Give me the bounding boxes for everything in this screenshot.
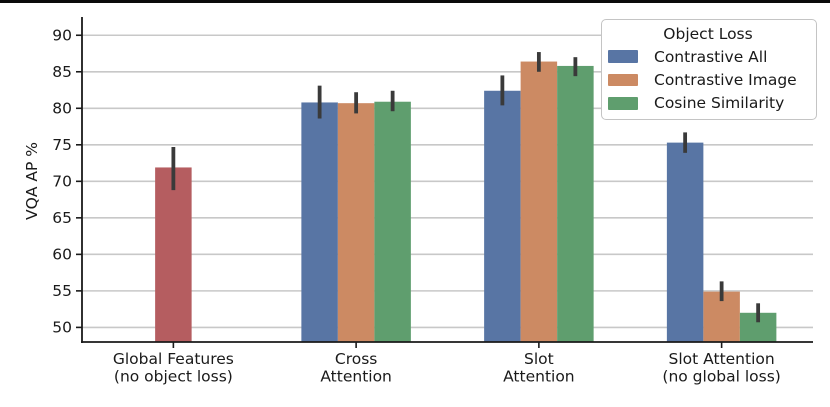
figure-top-rule — [0, 0, 830, 3]
bar-global-features-no-object-loss-cat0 — [155, 167, 192, 342]
y-tick-label-65: 65 — [52, 209, 72, 227]
bar-contrastive-all-cat1 — [301, 102, 338, 343]
y-tick-label-70: 70 — [52, 173, 72, 191]
legend: Object Loss Contrastive All Contrastive … — [601, 19, 817, 120]
legend-swatch-contrastive-image — [608, 73, 638, 87]
y-tick-label-75: 75 — [52, 136, 72, 154]
x-tick-label-slot-attention: Slot Attention — [503, 350, 575, 386]
bar-contrastive-image-cat2 — [520, 61, 558, 342]
y-tick-label-50: 50 — [52, 319, 72, 337]
y-tick-label-55: 55 — [52, 282, 72, 300]
x-tick-label-global-features-no-object-loss: Global Features (no object loss) — [113, 350, 234, 386]
legend-label-contrastive-image: Contrastive Image — [654, 71, 797, 90]
legend-item-cosine-similarity: Cosine Similarity — [608, 92, 808, 115]
legend-swatch-cosine-similarity — [608, 97, 638, 110]
x-tick-label-cross-attention: Cross Attention — [320, 350, 392, 386]
y-tick-label-85: 85 — [52, 63, 72, 81]
legend-label-cosine-similarity: Cosine Similarity — [654, 94, 785, 113]
x-tick-label-slot-attention-no-global-loss: Slot Attention (no global loss) — [662, 350, 780, 386]
y-tick-label-60: 60 — [52, 246, 72, 264]
bar-contrastive-all-cat3 — [666, 142, 704, 342]
legend-swatch-contrastive-all — [608, 50, 638, 63]
legend-item-contrastive-all: Contrastive All — [608, 45, 808, 68]
legend-label-contrastive-all: Contrastive All — [654, 47, 768, 66]
bar-cosine-similarity-cat1 — [374, 101, 411, 342]
bar-cosine-similarity-cat2 — [557, 65, 594, 342]
bar-contrastive-all-cat2 — [484, 90, 521, 343]
bar-contrastive-image-cat1 — [337, 103, 375, 342]
y-axis-title: VQA AP % — [23, 142, 41, 220]
y-tick-label-90: 90 — [52, 27, 72, 45]
y-tick-label-80: 80 — [52, 100, 72, 118]
legend-title: Object Loss — [663, 25, 753, 43]
legend-item-contrastive-image: Contrastive Image — [608, 68, 808, 91]
